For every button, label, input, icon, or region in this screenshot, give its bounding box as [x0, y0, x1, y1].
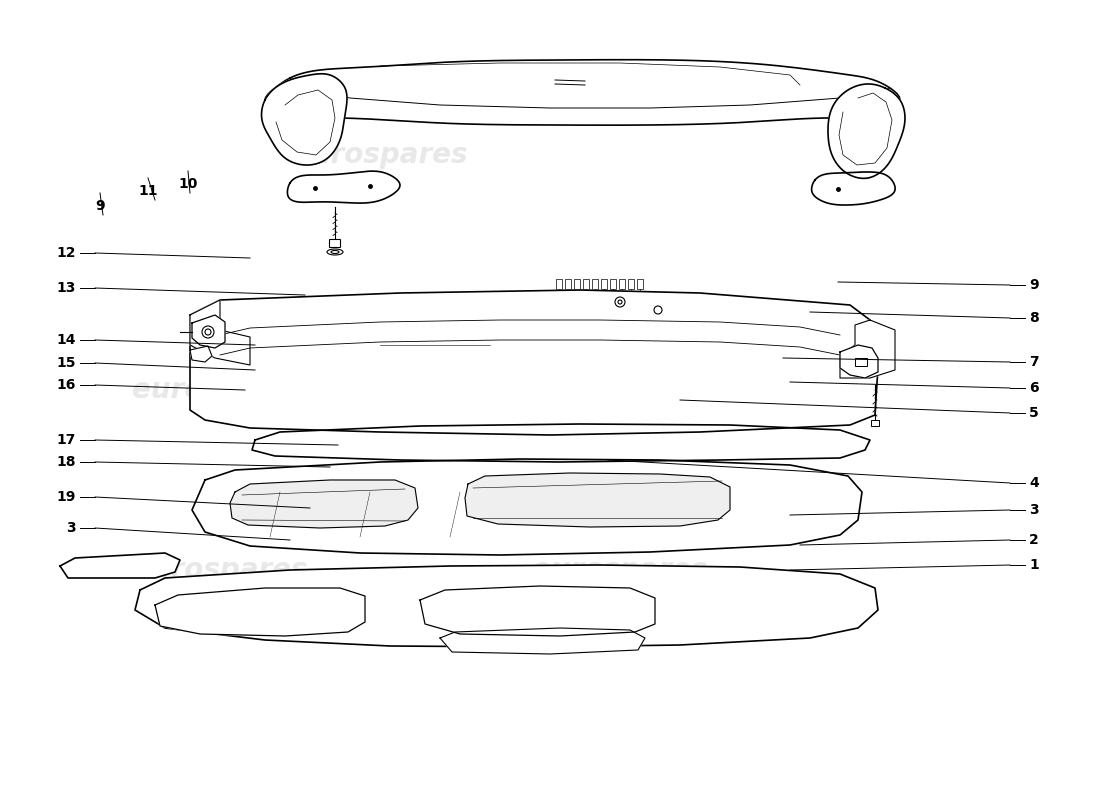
Text: 3: 3: [1028, 503, 1038, 517]
Text: 16: 16: [56, 378, 76, 392]
Text: eurospares: eurospares: [613, 606, 788, 634]
Polygon shape: [135, 565, 878, 647]
Text: eurospares: eurospares: [532, 376, 707, 404]
Polygon shape: [420, 586, 654, 636]
Text: 19: 19: [56, 490, 76, 504]
Polygon shape: [262, 74, 346, 165]
Bar: [565, 279, 571, 289]
Circle shape: [202, 326, 215, 338]
Polygon shape: [60, 553, 180, 578]
Bar: [592, 279, 598, 289]
Text: 8: 8: [1028, 311, 1038, 325]
Text: 2: 2: [1028, 533, 1038, 547]
Text: 4: 4: [1028, 476, 1038, 490]
Bar: [601, 279, 607, 289]
Text: eurospares: eurospares: [532, 556, 707, 584]
Text: 9: 9: [96, 199, 104, 213]
Text: 11: 11: [139, 184, 157, 198]
Polygon shape: [828, 84, 905, 178]
Polygon shape: [840, 345, 878, 378]
Polygon shape: [287, 171, 400, 203]
Polygon shape: [230, 480, 418, 528]
Text: 13: 13: [56, 281, 76, 295]
Bar: [871, 420, 879, 426]
Circle shape: [654, 306, 662, 314]
Text: eurospares: eurospares: [132, 376, 308, 404]
Polygon shape: [840, 320, 895, 378]
Text: 17: 17: [56, 433, 76, 447]
Bar: [556, 279, 562, 289]
Bar: [574, 279, 580, 289]
Polygon shape: [465, 473, 730, 527]
Polygon shape: [155, 588, 365, 636]
Polygon shape: [192, 459, 862, 555]
Text: 1: 1: [1028, 558, 1038, 572]
Text: 12: 12: [56, 246, 76, 260]
Text: 6: 6: [1028, 381, 1038, 395]
Polygon shape: [192, 315, 226, 348]
Polygon shape: [252, 424, 870, 462]
Text: 3: 3: [66, 521, 76, 535]
Text: 10: 10: [178, 177, 198, 191]
Polygon shape: [265, 60, 900, 125]
Circle shape: [618, 300, 621, 304]
Circle shape: [205, 329, 211, 335]
Polygon shape: [812, 172, 895, 205]
Text: 14: 14: [56, 333, 76, 347]
Polygon shape: [440, 628, 645, 654]
Text: eurospares: eurospares: [293, 141, 468, 169]
Ellipse shape: [327, 249, 343, 255]
Polygon shape: [190, 300, 250, 365]
Ellipse shape: [331, 250, 339, 254]
Polygon shape: [190, 290, 880, 435]
Text: 9: 9: [1028, 278, 1038, 292]
Text: 18: 18: [56, 455, 76, 469]
Bar: [610, 279, 616, 289]
Bar: [583, 279, 588, 289]
Circle shape: [615, 297, 625, 307]
Text: 7: 7: [1028, 355, 1038, 369]
Text: eurospares: eurospares: [132, 556, 308, 584]
Bar: [619, 279, 625, 289]
FancyBboxPatch shape: [330, 239, 341, 247]
Polygon shape: [190, 346, 212, 362]
Text: 5: 5: [1028, 406, 1038, 420]
Text: 15: 15: [56, 356, 76, 370]
Bar: [855, 358, 867, 366]
Bar: [637, 279, 644, 289]
Bar: [628, 279, 634, 289]
